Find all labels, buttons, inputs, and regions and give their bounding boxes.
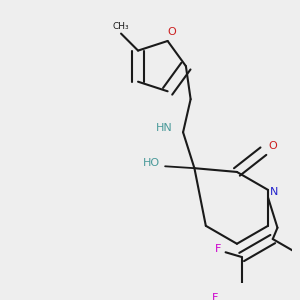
Text: HO: HO	[143, 158, 161, 169]
Text: HN: HN	[156, 124, 172, 134]
Text: F: F	[215, 244, 221, 254]
Text: N: N	[269, 187, 278, 197]
Text: F: F	[212, 292, 218, 300]
Text: O: O	[268, 141, 277, 152]
Text: CH₃: CH₃	[113, 22, 129, 31]
Text: O: O	[167, 26, 176, 37]
